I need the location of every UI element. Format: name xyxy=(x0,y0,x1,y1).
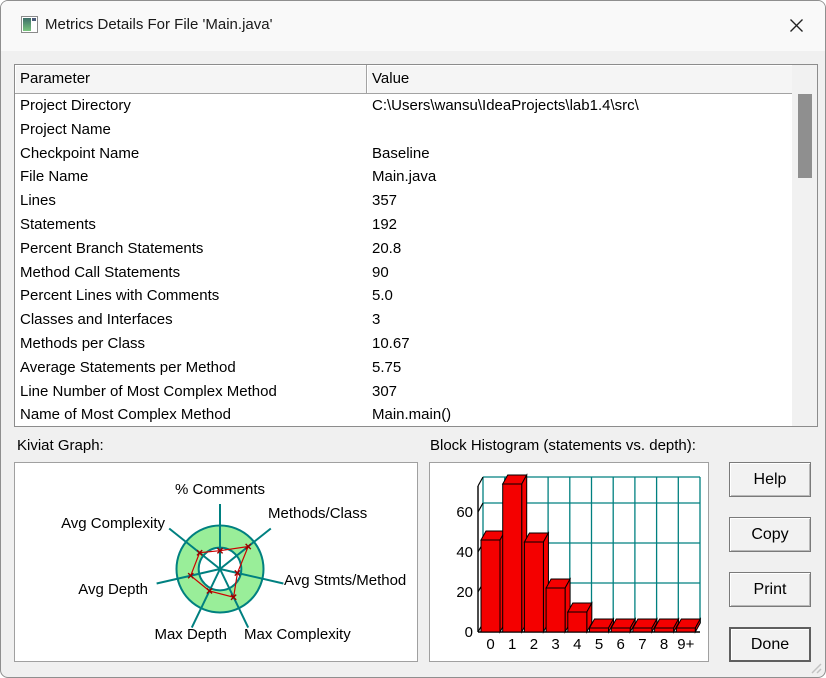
histogram-xtick-label: 8 xyxy=(660,636,668,653)
kiviat-axis-label: Avg Complexity xyxy=(61,515,165,532)
value-cell: 307 xyxy=(372,382,398,400)
table-row[interactable]: Statements 192 xyxy=(15,213,793,237)
parameter-cell: Method Call Statements xyxy=(20,263,181,281)
histogram-ytick-label: 60 xyxy=(456,504,473,521)
histogram-xtick-label: 7 xyxy=(638,636,646,653)
value-cell: 5.75 xyxy=(372,358,402,376)
histogram-xtick-label: 9+ xyxy=(677,636,694,653)
parameter-cell: Average Statements per Method xyxy=(20,358,236,376)
parameter-cell: Percent Branch Statements xyxy=(20,239,204,257)
vertical-scrollbar[interactable] xyxy=(792,65,817,426)
metrics-table: Parameter Value Project Directory C:\User… xyxy=(14,64,818,427)
value-cell: 3 xyxy=(372,311,381,329)
histogram-xtick-label: 1 xyxy=(508,636,516,653)
table-row[interactable]: Percent Lines with Comments 5.0 xyxy=(15,284,793,308)
table-header: Parameter Value xyxy=(15,65,793,94)
title-bar: Metrics Details For File 'Main.java' xyxy=(1,1,825,51)
app-icon-bar xyxy=(32,18,36,21)
parameter-cell: Checkpoint Name xyxy=(20,144,140,162)
parameter-cell: Statements xyxy=(20,215,96,233)
value-cell: Baseline xyxy=(372,144,430,162)
block-histogram-panel: 0 20 40 60 0 1 2 3 4 5 6 7 8 9+ xyxy=(429,462,709,662)
parameter-cell: Percent Lines with Comments xyxy=(20,287,220,305)
kiviat-axis-label: Max Complexity xyxy=(244,626,351,643)
kiviat-graph-label: Kiviat Graph: xyxy=(17,437,104,454)
table-row[interactable]: Line Number of Most Complex Method 307 xyxy=(15,380,793,404)
table-row[interactable]: Methods per Class 10.67 xyxy=(15,332,793,356)
column-header-value[interactable]: Value xyxy=(367,65,793,94)
copy-button[interactable]: Copy xyxy=(729,517,811,552)
table-row[interactable]: Percent Branch Statements 20.8 xyxy=(15,237,793,261)
histogram-ytick-label: 20 xyxy=(456,584,473,601)
kiviat-graph-panel: % Comments Methods/Class Avg Stmts/Method M… xyxy=(14,462,418,662)
table-row[interactable]: Name of Most Complex Method Main.main() xyxy=(15,403,793,426)
scrollbar-thumb[interactable] xyxy=(798,94,812,178)
table-row[interactable]: Method Call Statements 90 xyxy=(15,261,793,285)
histogram-xtick-label: 0 xyxy=(486,636,494,653)
table-row[interactable]: Lines 357 xyxy=(15,189,793,213)
print-button[interactable]: Print xyxy=(729,572,811,607)
parameter-cell: Line Number of Most Complex Method xyxy=(20,382,277,400)
value-cell: 357 xyxy=(372,192,398,210)
app-icon xyxy=(21,16,38,33)
value-cell: 5.0 xyxy=(372,287,393,305)
value-cell: Main.java xyxy=(372,168,437,186)
value-cell: Main.main() xyxy=(372,406,452,424)
value-cell: 90 xyxy=(372,263,389,281)
value-cell: 10.67 xyxy=(372,334,410,352)
help-button[interactable]: Help xyxy=(729,462,811,497)
histogram-xtick-label: 5 xyxy=(595,636,603,653)
window-title: Metrics Details For File 'Main.java' xyxy=(45,16,273,33)
parameter-cell: File Name xyxy=(20,168,89,186)
kiviat-axis-label: Max Depth xyxy=(154,626,227,643)
value-cell: 192 xyxy=(372,215,398,233)
close-icon[interactable] xyxy=(781,10,811,40)
parameter-cell: Lines xyxy=(20,192,56,210)
parameter-cell: Classes and Interfaces xyxy=(20,311,173,329)
resize-grip-icon[interactable] xyxy=(808,660,822,674)
value-cell xyxy=(367,118,793,142)
done-button[interactable]: Done xyxy=(729,627,811,662)
histogram-xtick-label: 3 xyxy=(551,636,559,653)
histogram-ytick-label: 40 xyxy=(456,544,473,561)
histogram-xtick-label: 4 xyxy=(573,636,581,653)
value-cell: 20.8 xyxy=(372,239,402,257)
parameter-cell: Methods per Class xyxy=(20,334,146,352)
value-cell: C:\Users\wansu\IdeaProjects\lab1.4\src\ xyxy=(372,97,639,114)
block-histogram-label: Block Histogram (statements vs. depth): xyxy=(430,437,696,454)
histogram-xtick-label: 6 xyxy=(617,636,625,653)
table-row[interactable]: Project Name xyxy=(15,118,793,142)
kiviat-axis-label: % Comments xyxy=(175,481,265,498)
parameter-cell: Name of Most Complex Method xyxy=(20,406,231,424)
histogram-xtick-label: 2 xyxy=(530,636,538,653)
table-row[interactable]: File Name Main.java xyxy=(15,165,793,189)
table-body: Project Directory C:\Users\wansu\IdeaProj… xyxy=(15,94,793,426)
table-row[interactable]: Classes and Interfaces 3 xyxy=(15,308,793,332)
parameter-cell: Project Directory xyxy=(20,97,131,114)
kiviat-axis-label: Methods/Class xyxy=(268,505,367,522)
column-header-parameter[interactable]: Parameter xyxy=(15,65,367,94)
table-row[interactable]: Project Directory C:\Users\wansu\IdeaProj… xyxy=(15,94,793,118)
table-row[interactable]: Checkpoint Name Baseline xyxy=(15,142,793,166)
kiviat-axis-label: Avg Depth xyxy=(78,581,148,598)
app-icon-pane xyxy=(23,18,31,31)
parameter-cell: Project Name xyxy=(20,120,111,138)
table-row[interactable]: Average Statements per Method 5.75 xyxy=(15,356,793,380)
kiviat-axis-label: Avg Stmts/Method xyxy=(284,572,406,589)
histogram-ytick-label: 0 xyxy=(465,624,473,641)
